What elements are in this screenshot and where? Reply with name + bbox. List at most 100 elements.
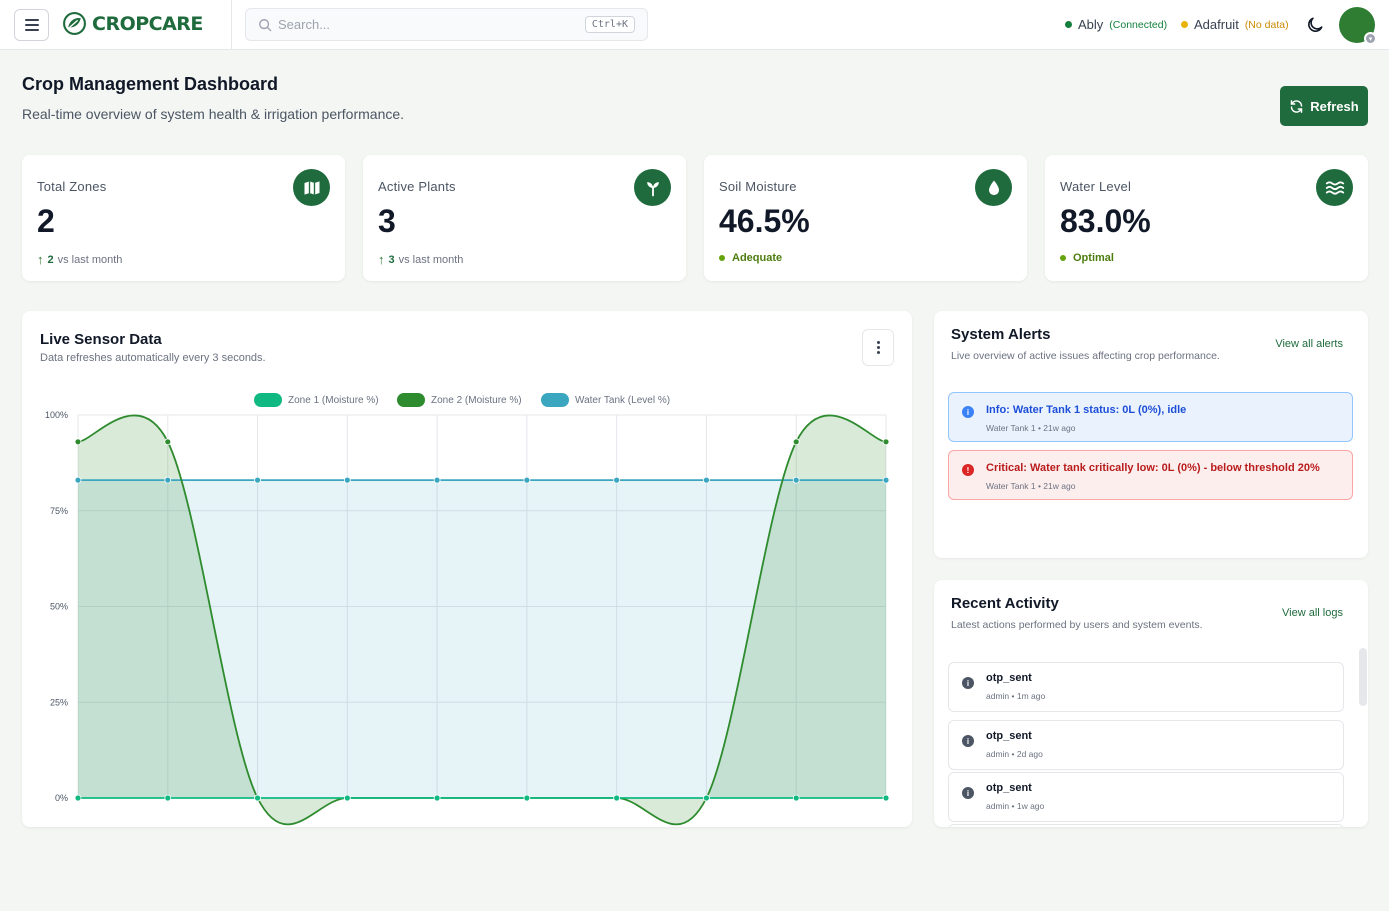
alert-meta: Water Tank 1 • 21w ago bbox=[986, 423, 1076, 433]
stat-delta-text: vs last month bbox=[57, 253, 123, 266]
moon-icon[interactable] bbox=[1305, 15, 1325, 35]
sensor-chart: 0% 25% 50% 75% 100% Zone 1 (Moisture %) Zone 2… bbox=[45, 393, 890, 826]
activity-scrollbar[interactable] bbox=[1359, 648, 1367, 706]
stat-label: Total Zones bbox=[37, 179, 107, 194]
data-point bbox=[74, 438, 82, 446]
legend-label: Zone 2 (Moisture %) bbox=[431, 395, 522, 406]
data-point bbox=[882, 438, 890, 446]
adafruit-connection-status: Adafruit (No data) bbox=[1181, 17, 1289, 32]
stat-delta-text: vs last month bbox=[398, 253, 464, 266]
data-point bbox=[792, 476, 800, 484]
legend-label: Zone 1 (Moisture %) bbox=[288, 395, 379, 406]
chart-subtitle: Data refreshes automatically every 3 sec… bbox=[40, 352, 266, 364]
user-avatar[interactable]: ▾ bbox=[1339, 7, 1377, 45]
droplet-icon bbox=[975, 169, 1012, 206]
chevron-down-icon: ▾ bbox=[1364, 32, 1377, 45]
data-point bbox=[164, 476, 172, 484]
stat-value: 46.5% bbox=[719, 203, 810, 239]
arrow-up-icon: ↑ bbox=[378, 252, 385, 267]
activity-title-text: otp_sent bbox=[986, 782, 1032, 794]
activity-item[interactable]: i otp_sent admin • 2d ago bbox=[948, 720, 1344, 770]
series-area bbox=[78, 480, 886, 798]
data-point bbox=[254, 476, 261, 484]
series-area bbox=[78, 415, 886, 825]
activity-meta: admin • 1m ago bbox=[986, 691, 1046, 701]
alert-item[interactable]: i Info: Water Tank 1 status: 0L (0%), id… bbox=[948, 392, 1353, 442]
waves-icon bbox=[1316, 169, 1353, 206]
data-point bbox=[433, 794, 441, 802]
legend-label: Water Tank (Level %) bbox=[575, 395, 670, 406]
activity-item[interactable]: i otp_sent admin • 1m ago bbox=[948, 662, 1344, 712]
brand-logo[interactable]: CROPCARE bbox=[62, 11, 203, 36]
menu-icon-line bbox=[24, 29, 39, 31]
search-input[interactable] bbox=[278, 17, 578, 32]
y-tick-label: 50% bbox=[50, 602, 68, 612]
info-icon: i bbox=[962, 406, 974, 418]
data-point bbox=[254, 794, 261, 802]
map-icon bbox=[293, 169, 330, 206]
info-icon: i bbox=[962, 787, 974, 799]
status-dot bbox=[719, 255, 725, 261]
stat-delta-value: 3 bbox=[388, 253, 395, 266]
stat-card-active-plants: Active Plants 3 ↑ 3 vs last month bbox=[363, 155, 686, 281]
legend-swatch bbox=[397, 393, 425, 407]
menu-toggle-button[interactable] bbox=[14, 9, 49, 41]
stat-status-text: Optimal bbox=[1073, 252, 1114, 264]
stat-delta: ↑ 2 vs last month bbox=[37, 252, 122, 267]
alerts-subtitle: Live overview of active issues affecting… bbox=[951, 350, 1220, 362]
ably-status-text: (Connected) bbox=[1109, 18, 1168, 31]
data-point bbox=[343, 476, 351, 484]
search-box[interactable]: Ctrl+K bbox=[245, 8, 648, 41]
data-point bbox=[703, 794, 710, 802]
kebab-dot bbox=[876, 346, 880, 349]
y-tick-label: 75% bbox=[50, 506, 68, 516]
activity-title: Recent Activity bbox=[951, 595, 1059, 612]
search-icon bbox=[259, 19, 272, 32]
menu-icon-line bbox=[24, 24, 39, 26]
data-point bbox=[792, 438, 800, 446]
adafruit-name: Adafruit bbox=[1194, 17, 1239, 32]
data-point bbox=[164, 438, 172, 446]
refresh-button[interactable]: Refresh bbox=[1280, 86, 1368, 126]
data-point bbox=[882, 476, 890, 484]
header-divider bbox=[231, 0, 232, 50]
stat-card-total-zones: Total Zones 2 ↑ 2 vs last month bbox=[22, 155, 345, 281]
live-sensor-card: Live Sensor Data Data refreshes automati… bbox=[22, 311, 912, 827]
chart-title: Live Sensor Data bbox=[40, 331, 162, 348]
stat-label: Water Level bbox=[1060, 179, 1132, 194]
adafruit-status-text: (No data) bbox=[1244, 18, 1289, 31]
view-all-logs-link[interactable]: View all logs bbox=[1282, 607, 1343, 619]
adafruit-status-dot bbox=[1181, 21, 1188, 28]
activity-title-text: otp_sent bbox=[986, 672, 1032, 684]
view-all-alerts-link[interactable]: View all alerts bbox=[1275, 338, 1343, 350]
critical-icon: ! bbox=[962, 464, 974, 476]
stat-delta-value: 2 bbox=[47, 253, 54, 266]
activity-title-text: otp_sent bbox=[986, 730, 1032, 742]
data-point bbox=[523, 794, 531, 802]
arrow-up-icon: ↑ bbox=[37, 252, 44, 267]
activity-meta: admin • 1w ago bbox=[986, 801, 1045, 811]
top-bar: CROPCARE Ctrl+K Ably (Connected) Adafrui… bbox=[0, 0, 1389, 50]
activity-item[interactable]: i otp_sent admin • 1w ago bbox=[948, 772, 1344, 822]
alert-item[interactable]: ! Critical: Water tank critically low: 0… bbox=[948, 450, 1353, 500]
leaf-logo-icon bbox=[63, 12, 86, 35]
activity-item[interactable] bbox=[948, 824, 1344, 827]
stat-label: Active Plants bbox=[378, 179, 456, 194]
ably-status-dot bbox=[1065, 21, 1072, 28]
alert-title: Critical: Water tank critically low: 0L … bbox=[986, 462, 1320, 474]
system-alerts-card: System Alerts Live overview of active is… bbox=[934, 311, 1368, 558]
status-dot bbox=[1060, 255, 1066, 261]
more-options-button[interactable] bbox=[862, 329, 894, 366]
data-point bbox=[613, 794, 621, 802]
y-tick-label: 100% bbox=[45, 410, 68, 420]
kebab-dot bbox=[876, 341, 880, 344]
activity-meta: admin • 2d ago bbox=[986, 749, 1043, 759]
alert-meta: Water Tank 1 • 21w ago bbox=[986, 481, 1076, 491]
y-tick-label: 25% bbox=[50, 697, 68, 707]
data-point bbox=[74, 476, 82, 484]
stat-card-water-level: Water Level 83.0% Optimal bbox=[1045, 155, 1368, 281]
kebab-dot bbox=[876, 351, 880, 354]
page-title: Crop Management Dashboard bbox=[22, 74, 279, 94]
stat-value: 3 bbox=[378, 203, 396, 239]
refresh-icon bbox=[1291, 99, 1303, 113]
